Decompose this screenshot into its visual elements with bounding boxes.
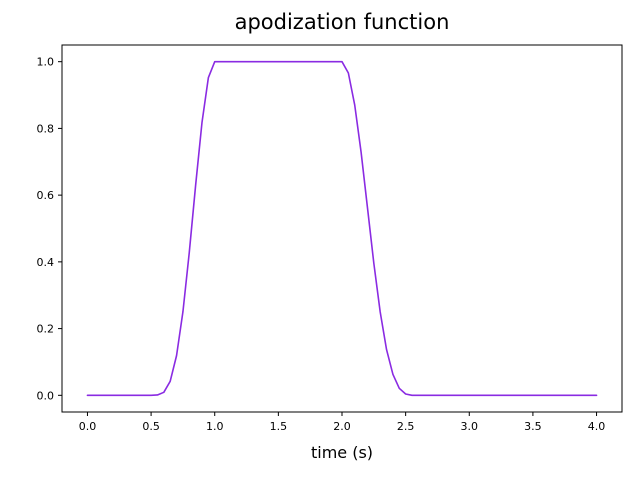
x-tick-label: 4.0 (588, 420, 606, 433)
x-tick-label: 0.5 (142, 420, 160, 433)
x-tick-label: 0.0 (79, 420, 97, 433)
x-axis-ticks: 0.0 0.5 1.0 1.5 2.0 2.5 3.0 3.5 4.0 (79, 412, 606, 433)
x-tick-label: 2.0 (333, 420, 351, 433)
y-tick-label: 0.2 (37, 323, 55, 336)
y-tick-label: 0.6 (37, 189, 55, 202)
data-line (86, 60, 598, 397)
y-tick-label: 0.8 (37, 122, 55, 135)
y-tick-label: 0.0 (37, 389, 55, 402)
y-tick-label: 0.4 (37, 256, 55, 269)
x-tick-label: 1.0 (206, 420, 224, 433)
axes-box (61, 44, 623, 413)
x-axis-label: time (s) (310, 443, 374, 462)
y-tick-label: 1.0 (37, 56, 55, 69)
x-tick-label: 3.0 (461, 420, 479, 433)
x-tick-label: 2.5 (397, 420, 415, 433)
apodization-curve (86, 60, 598, 397)
x-tick-label: 1.5 (270, 420, 288, 433)
y-axis-ticks: 0.0 0.2 0.4 0.6 0.8 1.0 (37, 56, 62, 402)
x-tick-label: 3.5 (524, 420, 542, 433)
chart-title: apodization function (234, 10, 450, 34)
